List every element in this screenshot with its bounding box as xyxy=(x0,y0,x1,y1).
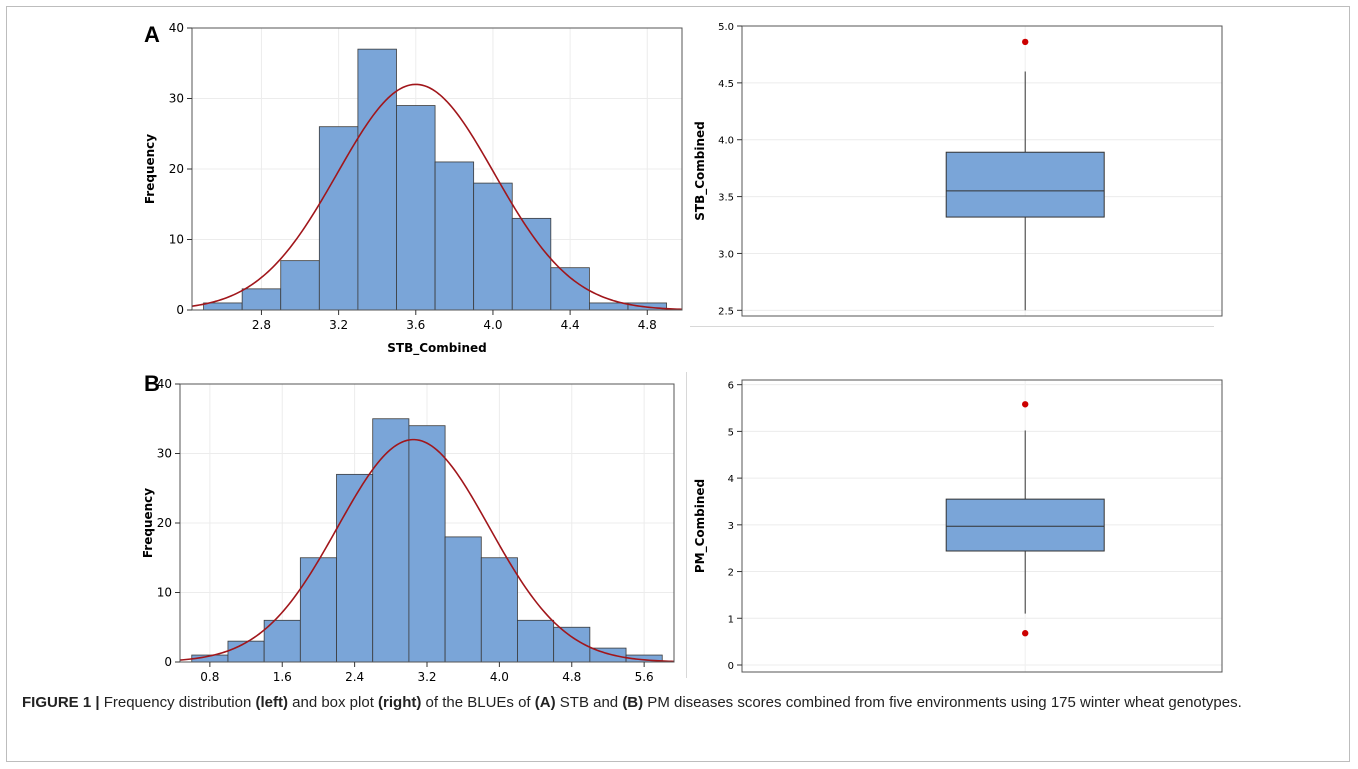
histogram-stb: 2.8 3.2 3.6 4.0 4.4 4.8 0 10 20 30 40 STB_Combined F… xyxy=(143,21,683,356)
histogram-bar xyxy=(550,267,590,311)
histogram-bar xyxy=(434,161,475,311)
y-tick-label: 5.0 xyxy=(718,22,734,33)
caption-text: Frequency distribution xyxy=(99,694,256,711)
y-tick-label: 3.5 xyxy=(718,193,734,204)
y-tick-label: 20 xyxy=(169,162,184,176)
y-tick-label: 0 xyxy=(176,303,184,317)
y-tick-label: 0 xyxy=(728,661,734,672)
x-tick-label: 0.8 xyxy=(200,670,219,684)
x-tick-label: 4.8 xyxy=(562,670,581,684)
iqr-box xyxy=(945,151,1105,218)
y-tick-label: 20 xyxy=(157,516,172,530)
y-tick-label: 5 xyxy=(728,427,734,438)
iqr-box xyxy=(945,498,1105,552)
panel-divider xyxy=(690,326,1214,327)
y-tick-label: 1 xyxy=(728,614,734,625)
y-axis-label: Frequency xyxy=(143,134,157,204)
y-tick-label: 3 xyxy=(728,521,734,532)
histogram-bar xyxy=(280,260,320,311)
y-tick-label: 2 xyxy=(728,568,734,579)
caption-label: FIGURE 1 | xyxy=(22,694,100,711)
histogram-bar xyxy=(396,105,436,311)
outlier-point xyxy=(1022,630,1029,637)
histogram-bar xyxy=(480,557,518,663)
y-axis-label: PM_Combined xyxy=(693,479,708,573)
caption-bold-right: (right) xyxy=(378,694,422,711)
x-tick-label: 3.2 xyxy=(417,670,436,684)
histogram-bar xyxy=(408,425,446,663)
plot-frame xyxy=(741,379,1223,673)
caption-bold-b: (B) xyxy=(622,694,644,711)
histogram-bar xyxy=(203,302,243,311)
normal-curve xyxy=(179,438,675,663)
histogram-bar xyxy=(299,557,337,663)
x-tick-label: 2.8 xyxy=(252,318,271,332)
outlier-point xyxy=(1022,401,1029,408)
y-tick-label: 10 xyxy=(157,586,172,600)
caption-text: and box plot xyxy=(287,694,379,711)
x-tick-label: 2.4 xyxy=(345,670,364,684)
histogram-bar xyxy=(553,626,591,663)
x-tick-label: 5.6 xyxy=(635,670,654,684)
histogram-bar xyxy=(372,418,410,663)
y-tick-label: 10 xyxy=(169,233,184,247)
normal-curve xyxy=(191,83,683,311)
boxplot-pm: 0 1 2 3 4 5 6 PM_Combined xyxy=(693,379,1223,673)
x-axis-label: STB_Combined xyxy=(387,341,487,356)
histogram-bar xyxy=(511,217,552,311)
y-tick-label: 30 xyxy=(169,92,184,106)
y-tick-label: 0 xyxy=(164,655,172,669)
caption-bold-left: (left) xyxy=(255,694,288,711)
y-tick-label: 6 xyxy=(728,381,734,392)
histogram-bar xyxy=(517,619,555,663)
plot-frame xyxy=(741,25,1223,317)
histogram-bar xyxy=(336,473,374,663)
y-tick-label: 30 xyxy=(157,447,172,461)
histogram-bar xyxy=(473,182,513,311)
x-tick-label: 1.6 xyxy=(273,670,292,684)
x-tick-label: 4.0 xyxy=(483,318,502,332)
caption-text: STB and xyxy=(555,694,623,711)
histogram-bar xyxy=(444,536,482,663)
x-tick-label: 3.6 xyxy=(406,318,425,332)
y-tick-label: 2.5 xyxy=(718,306,734,317)
x-tick-label: 3.2 xyxy=(329,318,348,332)
histogram-bar xyxy=(318,126,359,311)
caption-text: PM diseases scores combined from five en… xyxy=(643,694,1242,711)
y-tick-label: 40 xyxy=(169,21,184,35)
x-tick-label: 4.8 xyxy=(638,318,657,332)
y-tick-label: 4.5 xyxy=(718,79,734,90)
y-tick-label: 3.0 xyxy=(718,249,734,260)
y-axis-label: Frequency xyxy=(141,488,155,558)
histogram-bar xyxy=(227,640,265,663)
histogram-bar xyxy=(263,619,301,663)
figure-caption: FIGURE 1 | Frequency distribution (left)… xyxy=(22,691,1322,714)
x-tick-label: 4.0 xyxy=(490,670,509,684)
caption-text: of the BLUEs of xyxy=(421,694,535,711)
histogram-bar xyxy=(589,302,629,311)
y-axis-label: STB_Combined xyxy=(693,121,708,221)
y-tick-label: 40 xyxy=(157,377,172,391)
panel-divider xyxy=(686,372,687,678)
panel-label-b: B xyxy=(144,371,160,396)
outlier-point xyxy=(1022,38,1029,46)
y-tick-label: 4 xyxy=(728,474,734,485)
histogram-bar xyxy=(357,48,397,311)
panel-label-a: A xyxy=(144,22,160,47)
histogram-pm: 0.8 1.6 2.4 3.2 4.0 4.8 5.6 0 10 20 30 40 Frequency xyxy=(141,377,675,684)
histogram-bar xyxy=(241,288,282,311)
boxplot-stb: 2.5 3.0 3.5 4.0 4.5 5.0 STB_Combined xyxy=(693,22,1223,317)
x-tick-label: 4.4 xyxy=(561,318,580,332)
y-tick-label: 4.0 xyxy=(718,136,734,147)
caption-bold-a: (A) xyxy=(534,694,556,711)
